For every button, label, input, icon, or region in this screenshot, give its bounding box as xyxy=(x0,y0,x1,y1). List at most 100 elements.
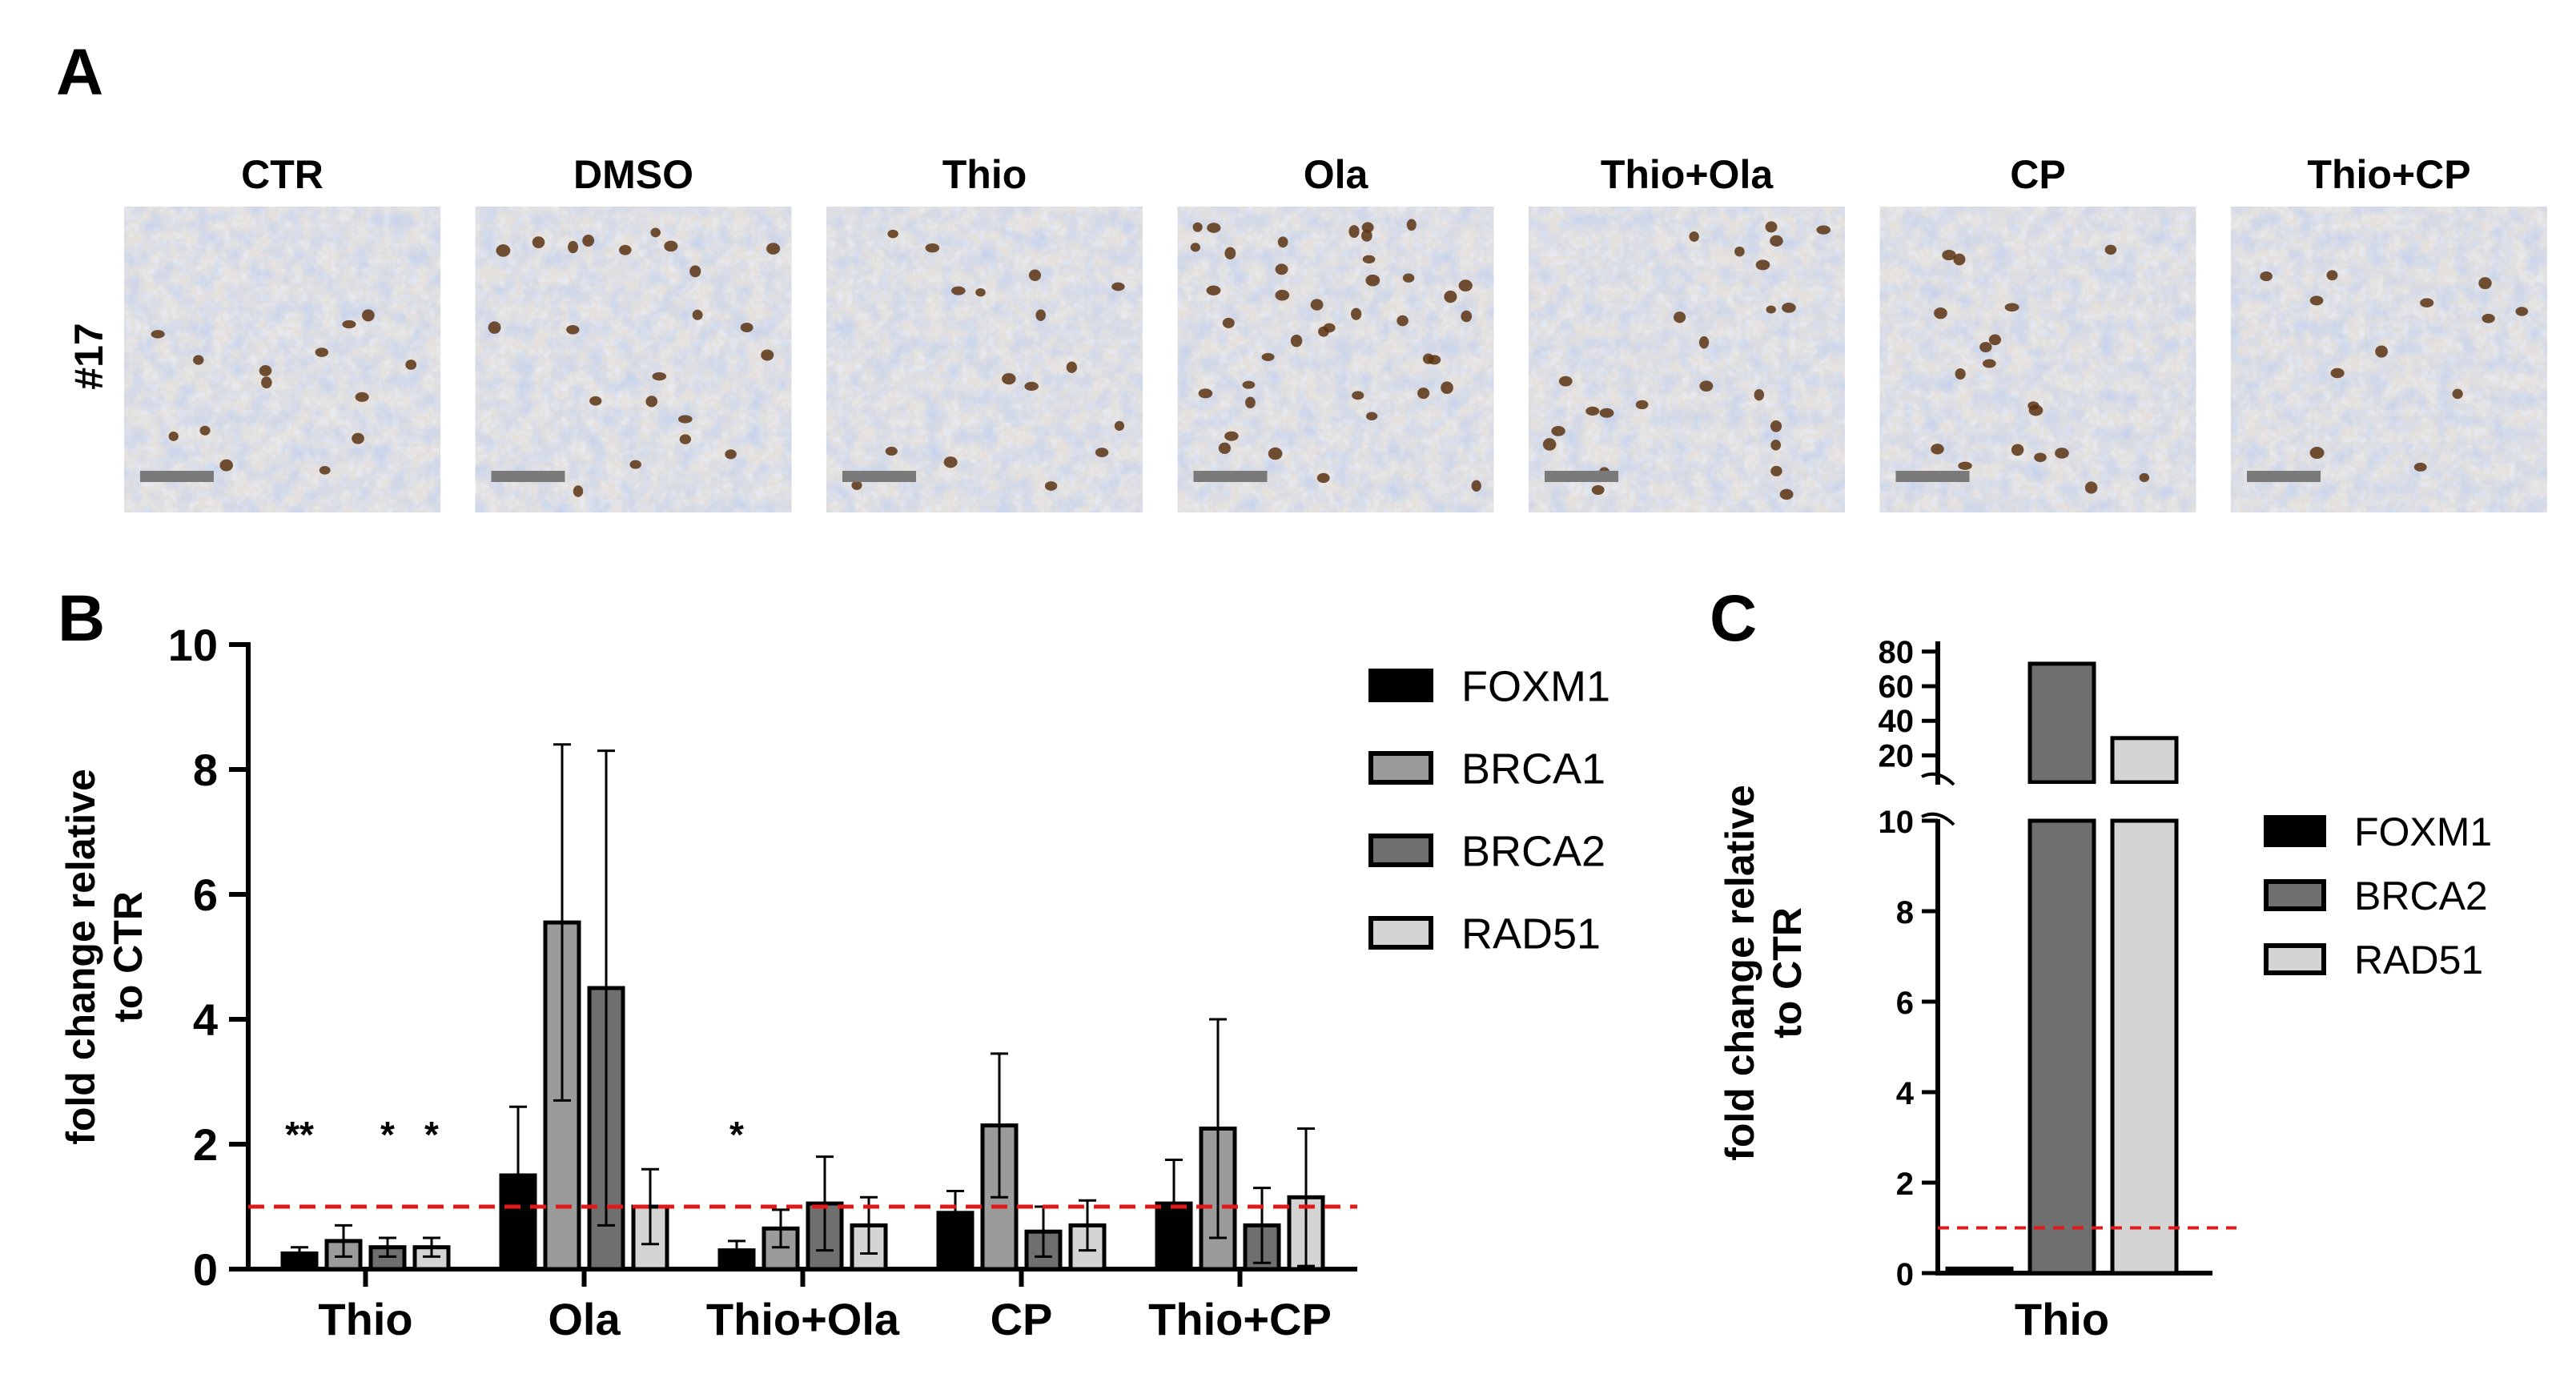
stained-nucleus xyxy=(1755,259,1770,271)
stained-nucleus xyxy=(1770,465,1782,476)
legend-swatch-rad51 xyxy=(2264,943,2326,975)
stained-nucleus xyxy=(1689,231,1699,242)
stained-nucleus xyxy=(1224,431,1239,441)
stained-nucleus xyxy=(951,286,966,295)
panel-c-y-tick-label: 0 xyxy=(1896,1257,1914,1292)
panel-c-y-tick-label: 4 xyxy=(1896,1076,1915,1111)
scale-bar xyxy=(1895,471,1970,482)
stained-nucleus xyxy=(1310,299,1324,311)
stained-nucleus xyxy=(766,243,781,255)
stained-nucleus xyxy=(2084,481,2098,494)
stained-nucleus xyxy=(619,244,632,255)
stained-nucleus xyxy=(1352,391,1364,400)
panel-c-axis-break xyxy=(1921,812,1955,826)
panel-c-y-tick-label: 10 xyxy=(1879,805,1915,840)
stained-nucleus xyxy=(2413,462,2427,472)
stained-nucleus xyxy=(566,324,580,335)
tissue-nuclei xyxy=(2231,207,2547,512)
legend-swatch-brca2 xyxy=(1368,834,1433,867)
legend-label-rad51: RAD51 xyxy=(1461,910,1601,958)
tissue-nuclei xyxy=(1529,207,1845,512)
panel-c-y-tick-label: 6 xyxy=(1896,986,1914,1021)
micrograph-ctr xyxy=(124,207,440,512)
stained-nucleus xyxy=(355,392,369,402)
stained-nucleus xyxy=(1770,440,1782,451)
stained-nucleus xyxy=(692,309,703,320)
stained-nucleus xyxy=(2104,244,2117,255)
stained-nucleus xyxy=(259,365,272,376)
stained-nucleus xyxy=(2309,295,2324,306)
stained-nucleus xyxy=(1362,255,1376,264)
panel-c-axis-break xyxy=(1921,772,1955,786)
micrograph-thio-ola xyxy=(1529,207,1845,512)
tissue-nuclei xyxy=(826,207,1143,512)
stained-nucleus xyxy=(645,396,658,408)
stained-nucleus xyxy=(2375,345,2388,358)
tissue-nuclei xyxy=(124,207,440,512)
stained-nucleus xyxy=(2309,447,2325,460)
stained-nucleus xyxy=(1261,352,1275,361)
stained-nucleus xyxy=(219,459,234,472)
panel-c-y-tick-label: 60 xyxy=(1879,669,1915,705)
stained-nucleus xyxy=(589,396,602,406)
stained-nucleus xyxy=(1028,269,1042,282)
stained-nucleus xyxy=(532,236,545,249)
stained-nucleus xyxy=(1366,412,1378,420)
stained-nucleus xyxy=(1114,420,1125,432)
stained-nucleus xyxy=(199,425,211,436)
stained-nucleus xyxy=(1471,480,1481,492)
stained-nucleus xyxy=(678,415,693,424)
tissue-nuclei xyxy=(1879,207,2196,512)
panel-b-letter: B xyxy=(58,582,105,655)
panel-c-y-axis-title-line: fold change relative xyxy=(1718,785,1762,1161)
panel-c-letter: C xyxy=(1710,582,1757,655)
stained-nucleus xyxy=(1441,381,1453,395)
stained-nucleus xyxy=(1275,289,1290,301)
stained-nucleus xyxy=(1024,381,1039,392)
stained-nucleus xyxy=(1245,396,1256,408)
stained-nucleus xyxy=(1599,408,1614,418)
panel-b-y-tick-label: 4 xyxy=(193,994,218,1045)
significance-marker: ** xyxy=(285,1114,314,1155)
stained-nucleus xyxy=(1268,447,1283,460)
stained-nucleus xyxy=(664,240,678,252)
stained-nucleus xyxy=(1218,442,1231,454)
panel-a-row-label: #17 xyxy=(66,323,111,389)
stained-nucleus xyxy=(1222,317,1235,328)
stained-nucleus xyxy=(1734,246,1745,257)
stained-nucleus xyxy=(1765,221,1778,233)
stained-nucleus xyxy=(1402,273,1415,283)
stained-nucleus xyxy=(1542,438,1557,451)
legend-label-foxm1: FOXM1 xyxy=(1461,662,1610,710)
stained-nucleus xyxy=(1035,309,1046,321)
stained-nucleus xyxy=(1770,235,1783,247)
panel-b-y-tick-label: 8 xyxy=(193,745,218,795)
stained-nucleus xyxy=(1406,219,1417,231)
stained-nucleus xyxy=(740,322,754,332)
stained-nucleus xyxy=(2326,270,2338,281)
stained-nucleus xyxy=(1224,247,1236,259)
stained-nucleus xyxy=(582,235,595,247)
bar-foxm1-thio xyxy=(1945,1266,2014,1276)
stained-nucleus xyxy=(1192,222,1203,232)
panel-c-y-tick-label: 2 xyxy=(1896,1167,1914,1202)
scale-bar xyxy=(842,471,916,482)
bar-brca2-thio xyxy=(368,1245,407,1272)
panel-b-category-label-ola: Ola xyxy=(548,1294,621,1344)
bar-brca2-thio-lower xyxy=(2027,818,2096,1276)
stained-nucleus xyxy=(1277,236,1288,248)
stained-nucleus xyxy=(1397,315,1409,327)
stained-nucleus xyxy=(168,431,179,441)
stained-nucleus xyxy=(761,349,774,361)
bar-brca1-thio-cp xyxy=(1199,1127,1237,1272)
stained-nucleus xyxy=(488,321,501,334)
stained-nucleus xyxy=(405,360,417,370)
stained-nucleus xyxy=(887,229,898,239)
column-label-ola: Ola xyxy=(1304,152,1369,197)
stained-nucleus xyxy=(1422,353,1434,364)
stained-nucleus xyxy=(496,244,511,257)
column-label-dmso: DMSO xyxy=(573,152,693,197)
stained-nucleus xyxy=(1444,290,1457,303)
micrograph-ola xyxy=(1177,207,1494,512)
stained-nucleus xyxy=(1754,389,1765,401)
